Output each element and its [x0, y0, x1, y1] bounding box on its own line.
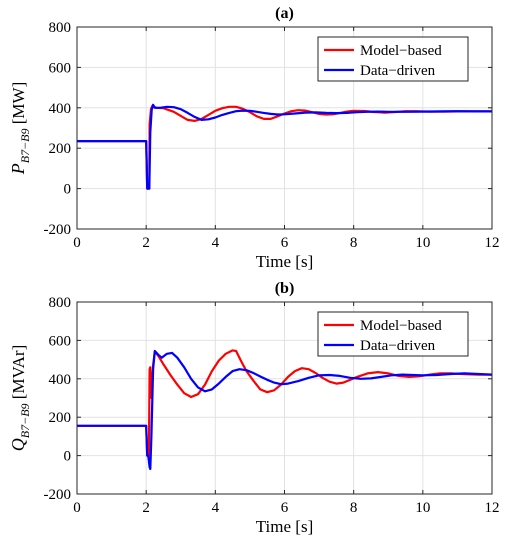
legend-box [317, 311, 469, 357]
series-line-data-driven [77, 103, 492, 190]
y-axis-label-unit: [MW] [9, 82, 28, 129]
y-axis-label-subscript: B7−B9 [18, 403, 32, 438]
legend-label: Data−driven [360, 338, 436, 354]
x-axis-label: Time [s] [256, 517, 313, 536]
chart-title: (b) [275, 280, 295, 297]
y-tick-label: 800 [49, 295, 72, 311]
x-tick-label: 10 [415, 500, 430, 516]
x-tick-label: 0 [73, 500, 81, 516]
x-tick-label: 6 [281, 500, 289, 516]
y-axis-label-symbol: P [8, 163, 28, 175]
y-tick-label: 800 [49, 20, 72, 36]
x-tick-label: 12 [485, 235, 500, 251]
y-axis-label-symbol: Q [8, 438, 28, 451]
legend: Model−based Data−driven [317, 311, 469, 357]
series-line-data-driven [77, 349, 493, 471]
y-tick-label: -200 [44, 222, 72, 238]
x-tick-label: 12 [485, 500, 500, 516]
y-tick-label: 0 [64, 449, 72, 465]
x-tick-label: 8 [350, 235, 358, 251]
x-tick-label: 0 [73, 235, 81, 251]
y-tick-label: 200 [49, 410, 72, 426]
legend-label: Model−based [360, 43, 442, 59]
y-tick-label: 600 [49, 333, 72, 349]
x-tick-label: 2 [142, 500, 150, 516]
y-tick-label: 0 [64, 182, 72, 198]
y-tick-label: 400 [49, 372, 72, 388]
x-tick-label: 4 [212, 500, 220, 516]
y-tick-label: 600 [49, 60, 72, 76]
x-tick-label: 8 [350, 500, 358, 516]
legend: Model−based Data−driven [317, 36, 469, 82]
x-tick-label: 10 [415, 235, 430, 251]
y-axis-label: QB7−B9 [MVAr] [8, 345, 32, 451]
y-axis-label-subscript: B7−B9 [18, 128, 32, 163]
y-tick-label: 200 [49, 141, 72, 157]
y-tick-label: 400 [49, 101, 72, 117]
legend-label: Model−based [360, 318, 442, 334]
x-tick-label: 6 [281, 235, 289, 251]
chart-title: (a) [275, 5, 294, 22]
y-axis-label-unit: [MVAr] [9, 345, 28, 404]
legend-label: Data−driven [360, 63, 436, 79]
x-tick-label: 4 [212, 235, 220, 251]
legend-box [317, 36, 469, 82]
x-axis-label: Time [s] [256, 252, 313, 271]
y-axis-label: PB7−B9 [MW] [8, 82, 32, 176]
y-tick-label: -200 [44, 487, 72, 503]
x-tick-label: 2 [142, 235, 150, 251]
